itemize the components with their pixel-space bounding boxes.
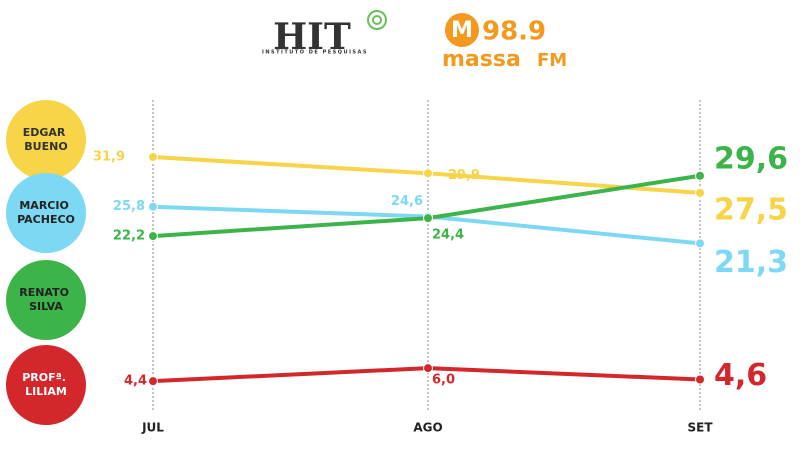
x-tick-label: AGO — [413, 421, 442, 435]
legend-badge — [6, 260, 86, 340]
institute-logo: HIT INSTITUTO DE PESQUISAS — [262, 10, 387, 58]
legend-label: EDGAR BUENO — [23, 126, 70, 153]
radio-mark-bg — [445, 13, 479, 47]
data-label: 27,5 — [714, 192, 788, 227]
radio-band: FM — [537, 50, 567, 71]
radio-mark: M — [451, 18, 473, 43]
legend-label: MARCIO PACHECO — [17, 199, 75, 226]
data-point — [695, 170, 705, 181]
legend-label: PROFª. LILIAM — [22, 371, 70, 398]
data-point — [695, 187, 705, 198]
legend-badge — [6, 100, 86, 180]
data-label: 6,0 — [432, 373, 455, 388]
data-point — [695, 374, 705, 385]
data-point — [148, 376, 158, 387]
legend-label: RENATO SILVA — [19, 286, 73, 313]
data-point — [423, 363, 433, 374]
institute-name: HIT — [273, 16, 351, 58]
institute-icon — [372, 15, 382, 25]
radio-name: massa — [442, 47, 521, 72]
x-tick-label: SET — [687, 421, 713, 435]
data-point — [695, 238, 705, 249]
data-label: 21,3 — [714, 245, 788, 280]
data-point — [148, 152, 158, 163]
data-label: 22,2 — [113, 229, 145, 244]
data-point — [148, 231, 158, 242]
data-label: 24,4 — [432, 228, 464, 243]
data-label: 4,6 — [714, 358, 767, 393]
institute-icon — [367, 10, 387, 30]
institute-subtitle: INSTITUTO DE PESQUISAS — [262, 50, 368, 56]
data-label: 29,6 — [714, 141, 788, 176]
data-label: 31,9 — [93, 150, 125, 165]
data-label: 24,6 — [391, 194, 423, 209]
radio-frequency: 98.9 — [482, 17, 546, 47]
legend-badge — [6, 345, 86, 425]
data-label: 4,4 — [124, 374, 147, 389]
x-tick-label: JUL — [141, 421, 164, 435]
legend-badge — [6, 173, 86, 253]
radio-logo: M 98.9 massa FM — [442, 13, 567, 72]
data-label: 29,9 — [448, 168, 480, 183]
data-label: 25,8 — [113, 199, 145, 214]
data-point — [423, 168, 433, 179]
data-point — [148, 201, 158, 212]
data-point — [423, 213, 433, 224]
